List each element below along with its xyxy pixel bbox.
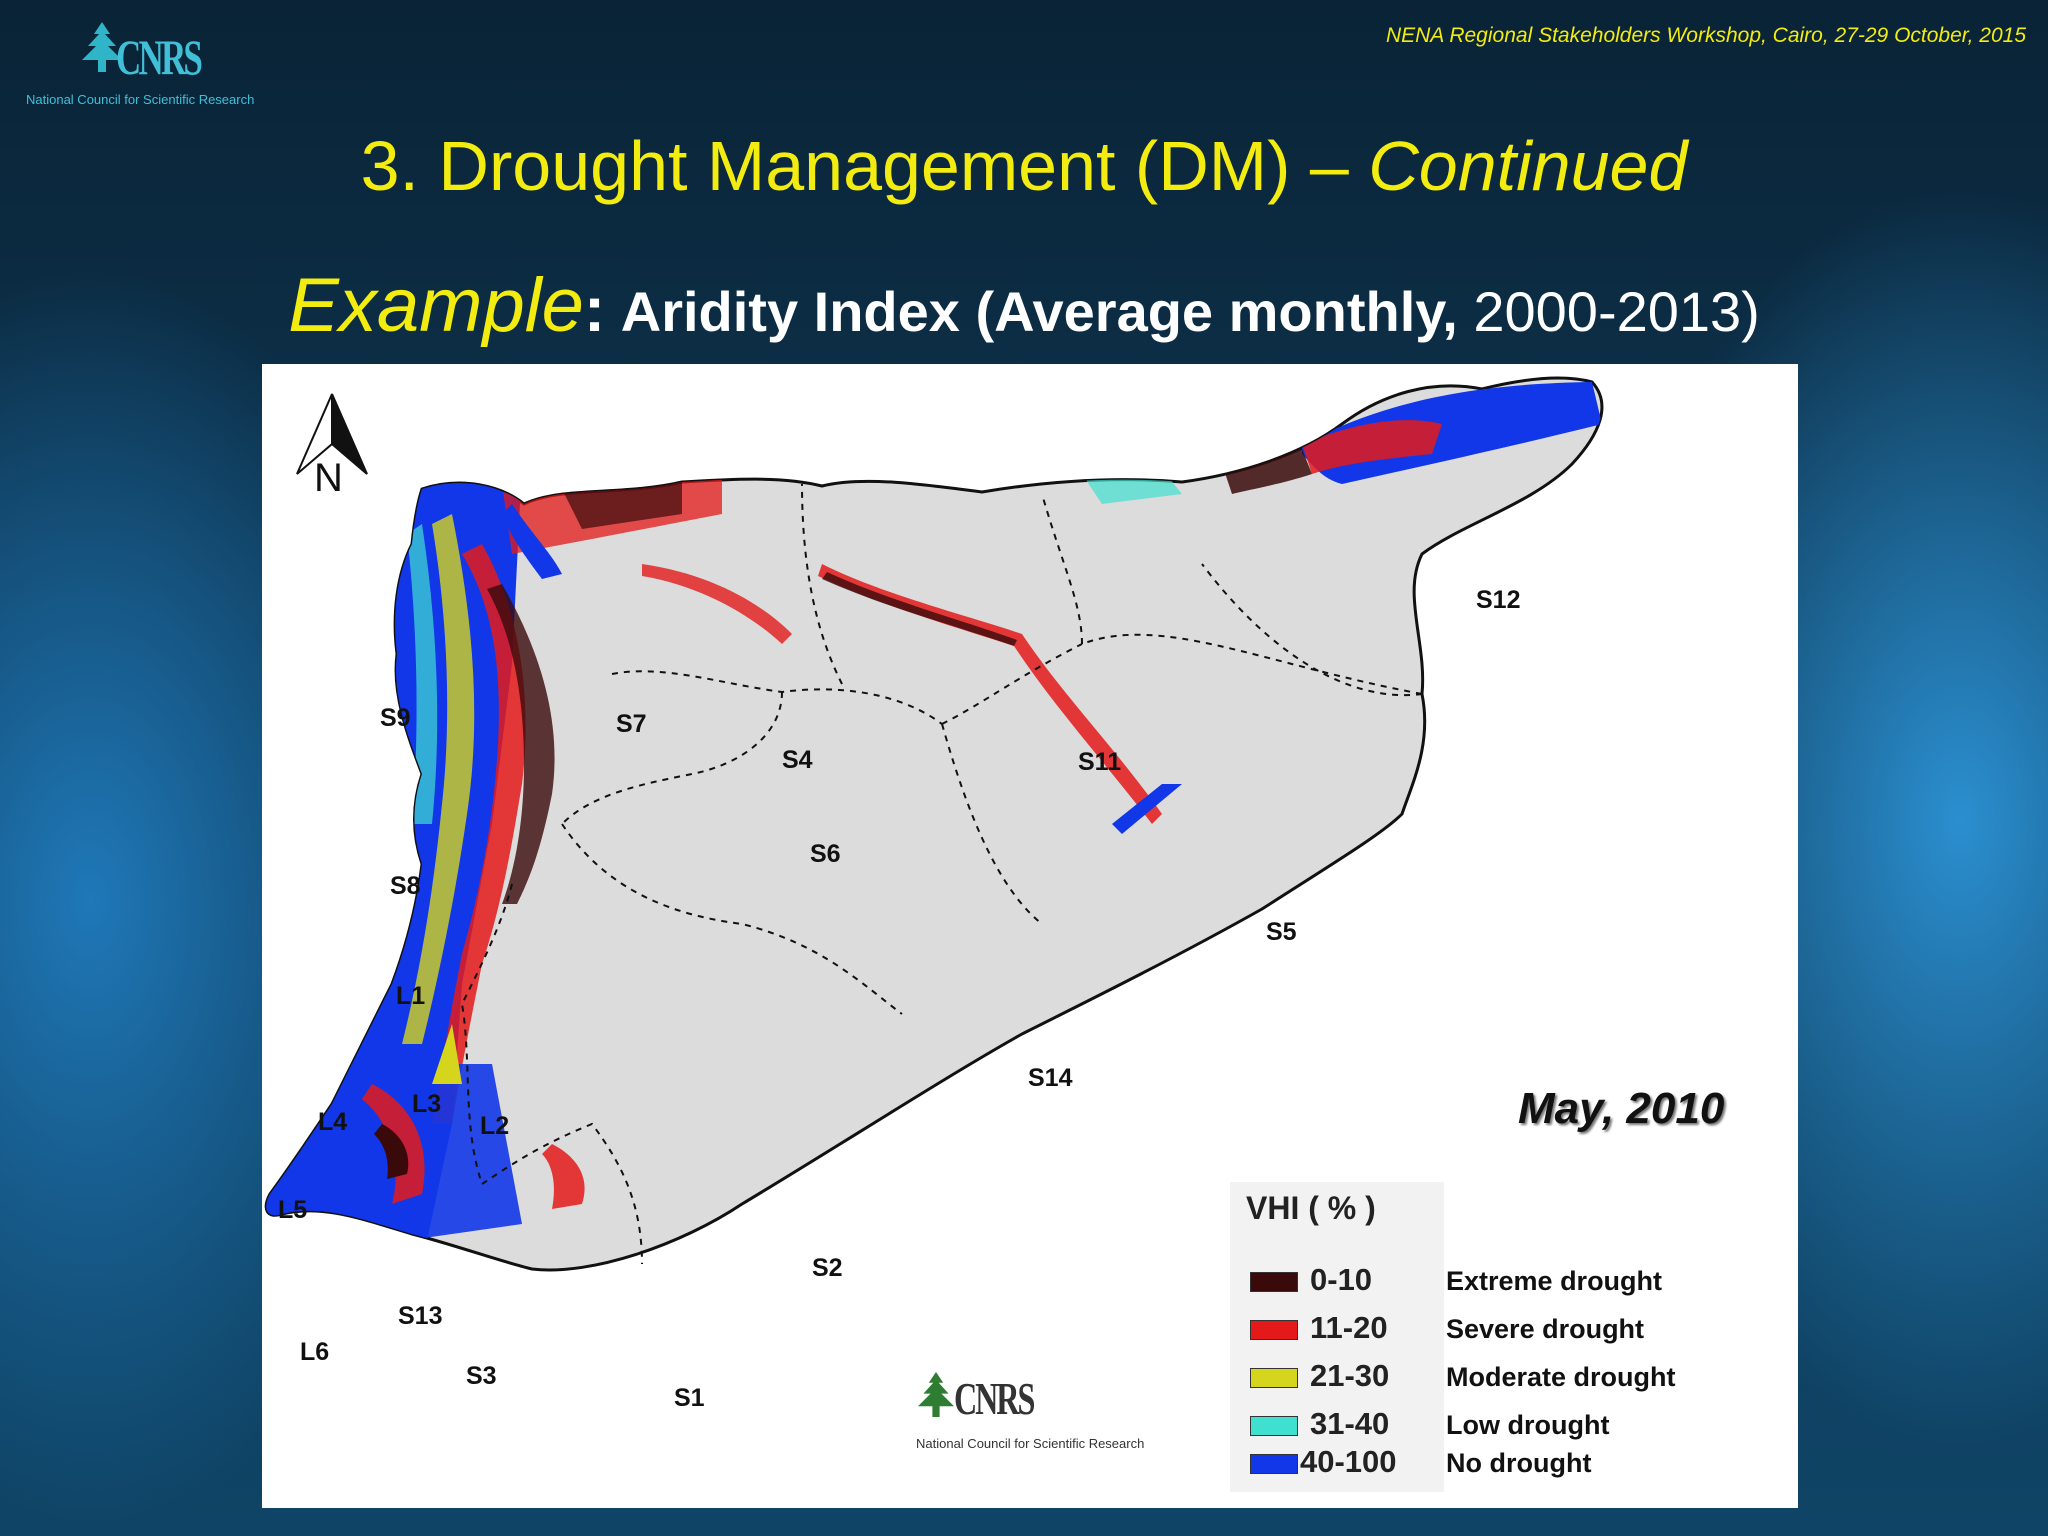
- legend-item-extreme: 0-10 Extreme drought: [1230, 1262, 1790, 1302]
- region-s3: S3: [466, 1362, 497, 1390]
- legend-item-low: 31-40 Low drought: [1230, 1406, 1790, 1446]
- map-cnrs-logo: CNRS National Council for Scientific Res…: [916, 1372, 1144, 1472]
- cedar-tree-icon: [918, 1372, 954, 1417]
- region-l4: L4: [318, 1108, 348, 1136]
- region-s14: S14: [1028, 1064, 1073, 1092]
- region-s7: S7: [616, 710, 647, 738]
- legend-swatch: [1250, 1272, 1298, 1292]
- legend-range: 0-10: [1310, 1262, 1373, 1297]
- north-label: N: [314, 456, 343, 500]
- legend-label: No drought: [1446, 1448, 1592, 1478]
- legend-item-none: 40-100 No drought: [1230, 1444, 1790, 1484]
- logo-subtitle: National Council for Scientific Research: [26, 92, 255, 107]
- region-l2: L2: [480, 1112, 510, 1140]
- legend-swatch: [1250, 1368, 1298, 1388]
- region-l6: L6: [300, 1338, 330, 1366]
- region-l5: L5: [278, 1196, 308, 1224]
- legend-range: 11-20: [1310, 1310, 1388, 1345]
- region-s5: S5: [1266, 918, 1297, 946]
- map-logo-text: CNRS: [954, 1373, 1035, 1424]
- subtitle-index: Aridity Index (Average monthly,: [620, 280, 1458, 343]
- subtitle-example: Example: [288, 263, 584, 348]
- map-date: May, 2010: [1518, 1084, 1725, 1133]
- region-s13: S13: [398, 1302, 443, 1330]
- legend-range: 21-30: [1310, 1358, 1390, 1393]
- slide-title: 3. Drought Management (DM) – Continued: [0, 126, 2048, 206]
- legend-range: 31-40: [1310, 1406, 1390, 1441]
- region-s8: S8: [390, 872, 421, 900]
- legend-item-moderate: 21-30 Moderate drought: [1230, 1358, 1790, 1398]
- title-main: 3. Drought Management (DM) –: [360, 127, 1349, 205]
- legend: VHI ( % ) 0-10 Extreme drought 11-20 Sev…: [1230, 1182, 1676, 1492]
- legend-label: Severe drought: [1446, 1314, 1645, 1344]
- region-l3: L3: [412, 1090, 442, 1118]
- region-s9: S9: [380, 704, 411, 732]
- title-continued: Continued: [1368, 127, 1688, 205]
- legend-label: Moderate drought: [1446, 1362, 1676, 1392]
- legend-title: VHI ( % ): [1246, 1190, 1376, 1226]
- logo-text: CNRS: [116, 29, 203, 85]
- drought-map: N S9 S7 S4 S11 S12 S6 S8 S5 L1 S14 L3 L4…: [262, 364, 1798, 1508]
- region-s2: S2: [812, 1254, 843, 1282]
- map-logo-subtitle: National Council for Scientific Research: [916, 1436, 1145, 1451]
- region-s12: S12: [1476, 586, 1521, 614]
- region-l1: L1: [396, 982, 426, 1010]
- legend-swatch: [1250, 1320, 1298, 1340]
- legend-item-severe: 11-20 Severe drought: [1230, 1310, 1790, 1350]
- cedar-tree-icon: [82, 22, 122, 72]
- subtitle-colon: :: [583, 273, 606, 345]
- cnrs-logo: CNRS National Council for Scientific Res…: [26, 14, 254, 118]
- legend-swatch: [1250, 1454, 1298, 1474]
- subtitle-years: 2000-2013): [1473, 280, 1760, 343]
- legend-swatch: [1250, 1416, 1298, 1436]
- region-s4: S4: [782, 746, 813, 774]
- region-s11: S11: [1078, 748, 1122, 776]
- region-s6: S6: [810, 840, 841, 868]
- north-arrow-icon: [296, 393, 368, 475]
- slide-subtitle: Example: Aridity Index (Average monthly,…: [0, 262, 2048, 349]
- map-graphic: [264, 376, 1604, 1272]
- legend-label: Extreme drought: [1446, 1266, 1663, 1296]
- region-s1: S1: [674, 1384, 705, 1412]
- workshop-caption: NENA Regional Stakeholders Workshop, Cai…: [1385, 24, 2026, 47]
- legend-label: Low drought: [1446, 1410, 1610, 1440]
- legend-range: 40-100: [1300, 1444, 1397, 1479]
